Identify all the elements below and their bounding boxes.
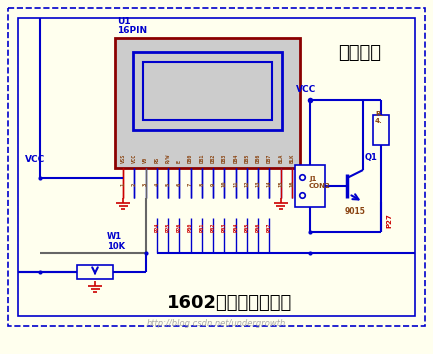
Text: J1
CON2: J1 CON2 [309, 177, 331, 189]
Text: 9: 9 [210, 182, 216, 185]
Text: BLA: BLA [278, 154, 283, 163]
Text: E: E [177, 160, 182, 163]
Text: V0: V0 [143, 157, 148, 163]
Text: P01: P01 [199, 223, 204, 232]
Text: 11: 11 [233, 181, 238, 187]
Text: http://blog.csdn.net/undergrowth: http://blog.csdn.net/undergrowth [146, 319, 286, 328]
Text: VCC: VCC [132, 154, 137, 163]
Text: 15: 15 [278, 181, 283, 187]
Text: 2: 2 [132, 182, 137, 185]
Text: 9015: 9015 [345, 207, 366, 216]
Text: R/W: R/W [165, 154, 171, 163]
Text: DB7: DB7 [267, 154, 272, 163]
Text: VCC: VCC [25, 155, 45, 164]
Bar [143, 62, 272, 120]
Bar [133, 52, 282, 130]
Text: DB3: DB3 [222, 154, 227, 163]
Text: 背光控制: 背光控制 [339, 44, 381, 62]
Text: DB5: DB5 [245, 154, 249, 163]
Text: 13: 13 [256, 181, 261, 187]
Text: 7: 7 [188, 182, 193, 185]
Text: VCC: VCC [296, 85, 316, 94]
Text: BLK: BLK [290, 154, 294, 163]
Text: 5: 5 [165, 182, 171, 185]
Text: P00: P00 [188, 223, 193, 232]
Text: P07: P07 [267, 223, 272, 232]
Text: P26: P26 [177, 223, 182, 232]
Text: 1602液晶对比度调节: 1602液晶对比度调节 [168, 294, 293, 312]
Bar [77, 265, 113, 279]
Bar [295, 165, 325, 207]
Text: Q1: Q1 [365, 153, 378, 162]
Text: P05: P05 [245, 223, 249, 232]
Text: DB2: DB2 [210, 154, 216, 163]
Text: 10: 10 [222, 181, 227, 187]
Text: DB1: DB1 [199, 154, 204, 163]
Text: 4: 4 [154, 182, 159, 185]
Text: 3: 3 [143, 182, 148, 185]
Bar [373, 115, 389, 145]
Text: P03: P03 [222, 223, 227, 232]
Bar [18, 18, 415, 316]
Text: P25: P25 [165, 223, 171, 232]
Text: 16: 16 [290, 181, 294, 187]
Text: 8: 8 [199, 182, 204, 185]
Text: P02: P02 [210, 223, 216, 232]
Text: DB6: DB6 [256, 154, 261, 163]
Bar [115, 38, 300, 168]
Text: P24: P24 [154, 223, 159, 232]
Text: P04: P04 [233, 223, 238, 232]
Text: 12: 12 [245, 181, 249, 187]
Text: VSS: VSS [120, 154, 126, 163]
Text: 16PIN: 16PIN [117, 26, 147, 35]
Text: P27: P27 [386, 213, 392, 228]
Text: RS: RS [154, 157, 159, 163]
Text: U1: U1 [117, 17, 131, 26]
Text: DB0: DB0 [188, 154, 193, 163]
Text: W1
10K: W1 10K [107, 232, 125, 251]
Text: 1: 1 [120, 182, 126, 185]
Text: R.
4.: R. 4. [375, 111, 383, 124]
Text: 14: 14 [267, 181, 272, 187]
Text: P06: P06 [256, 223, 261, 232]
Text: DB4: DB4 [233, 154, 238, 163]
Bar [8, 8, 425, 326]
Text: 6: 6 [177, 182, 182, 185]
